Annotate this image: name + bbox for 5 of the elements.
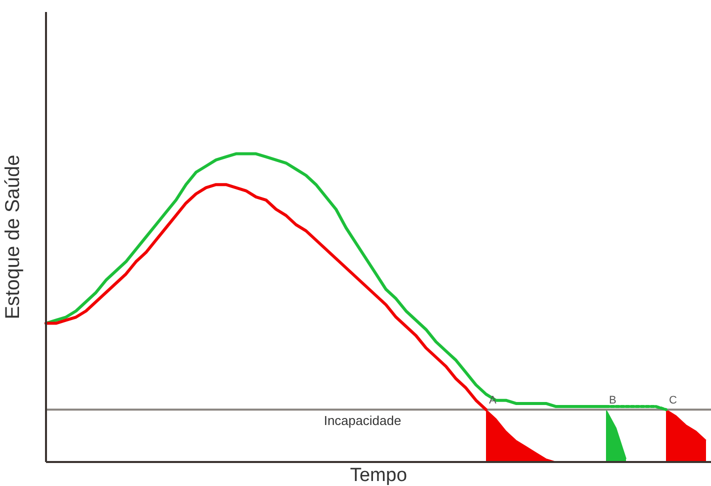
series-label: C bbox=[669, 394, 677, 407]
y-axis-title: Estoque de Saúde bbox=[2, 154, 24, 320]
x-axis-title: Tempo bbox=[350, 465, 408, 486]
ref-line-label: Incapacidade bbox=[324, 412, 402, 428]
series-label: B bbox=[609, 394, 616, 407]
